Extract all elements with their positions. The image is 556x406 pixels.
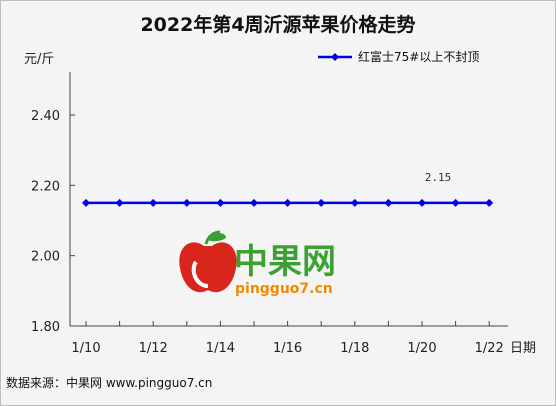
data-point-marker	[82, 198, 90, 207]
data-point-marker	[485, 198, 494, 207]
data-point-marker	[384, 198, 393, 207]
y-tick-label: 2.00	[31, 250, 60, 265]
data-point-marker	[216, 198, 225, 207]
axes: 1.80 2.00 2.20 2.40 1/10 1/12 1/14 1/16 1/18 1/20…	[31, 72, 536, 356]
series-layer	[82, 198, 494, 207]
watermark-logo: 中果网 pingguo7.cn	[179, 230, 336, 297]
data-point-marker	[451, 198, 460, 207]
chart-title: 2022年第4周沂源苹果价格走势	[140, 14, 416, 36]
x-tick-label: 1/22	[475, 341, 504, 356]
data-point-marker	[149, 198, 158, 207]
x-tick-label: 1/12	[139, 341, 168, 356]
legend-swatch-icon	[318, 52, 352, 61]
watermark-url-text: pingguo7.cn	[235, 281, 333, 297]
labels-layer: 2.15	[425, 171, 452, 184]
data-point-marker	[283, 198, 292, 207]
y-tick-label: 2.40	[31, 109, 60, 124]
y-tick-label: 1.80	[31, 320, 60, 335]
y-axis-unit: 元/斤	[24, 52, 55, 67]
data-point-marker	[418, 198, 426, 207]
data-label: 2.15	[425, 171, 452, 184]
data-point-marker	[182, 198, 191, 207]
x-tick-label: 1/10	[71, 341, 100, 356]
watermark-logo-text: 中果网	[234, 242, 336, 282]
x-tick-label: 1/18	[340, 341, 369, 356]
x-tick-label: 1/14	[206, 341, 235, 356]
legend-label: 红富士75#以上不封顶	[358, 50, 480, 64]
data-point-marker	[250, 198, 258, 207]
apple-logo-icon	[179, 230, 237, 293]
y-tick-label: 2.20	[31, 179, 60, 194]
x-axis-title: 日期	[510, 341, 536, 356]
data-point-marker	[317, 198, 326, 207]
data-point-marker	[350, 198, 359, 207]
data-source: 数据来源：中果网 www.pingguo7.cn	[6, 376, 213, 390]
x-tick-label: 1/16	[273, 341, 302, 356]
data-point-marker	[115, 198, 124, 207]
x-tick-label: 1/20	[407, 341, 436, 356]
legend: 红富士75#以上不封顶	[318, 48, 479, 65]
